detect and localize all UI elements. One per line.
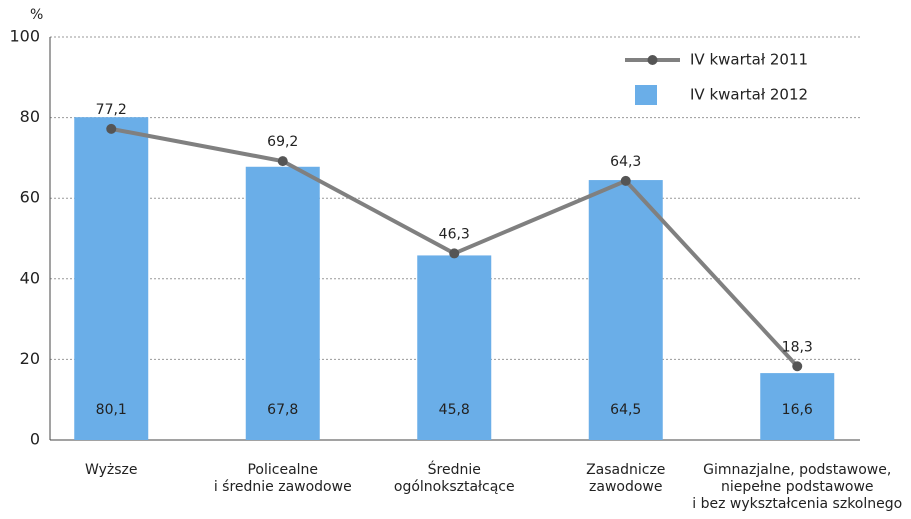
x-tick-label: Zasadnicze zawodowe xyxy=(586,462,665,495)
bar xyxy=(417,255,492,440)
line-value-label: 77,2 xyxy=(96,102,127,118)
bar-value-label: 80,1 xyxy=(96,402,127,418)
legend-label: IV kwartał 2012 xyxy=(690,86,808,104)
bar-value-label: 67,8 xyxy=(267,402,298,418)
legend-swatch xyxy=(635,85,657,105)
bar xyxy=(588,180,663,440)
x-tick-label: Gimnazjalne, podstawowe, niepełne podstaw… xyxy=(692,462,902,512)
x-tick-label: Wyższe xyxy=(85,462,138,478)
bar-value-label: 16,6 xyxy=(782,402,813,418)
y-tick-label: 100 xyxy=(9,27,40,46)
line-marker xyxy=(449,248,460,259)
y-axis-unit: % xyxy=(30,7,43,23)
line-marker xyxy=(620,175,631,186)
line-marker xyxy=(277,156,288,167)
x-tick-label: Policealne i średnie zawodowe xyxy=(214,462,352,495)
y-tick-label: 80 xyxy=(20,107,40,126)
y-tick-label: 40 xyxy=(20,268,40,287)
legend-label: IV kwartał 2011 xyxy=(690,51,808,69)
y-tick-label: 60 xyxy=(20,188,40,207)
line-value-label: 69,2 xyxy=(267,134,298,150)
y-tick-label: 20 xyxy=(20,349,40,368)
legend-marker xyxy=(647,55,658,65)
x-tick-label: Średnie ogólnokształcące xyxy=(394,460,515,495)
line-marker xyxy=(792,361,803,372)
bar-value-label: 64,5 xyxy=(610,402,641,418)
y-tick-label: 0 xyxy=(30,430,40,449)
line-value-label: 64,3 xyxy=(610,154,641,170)
bar xyxy=(74,117,149,441)
bar xyxy=(245,166,320,441)
bar-value-label: 45,8 xyxy=(439,402,470,418)
line-value-label: 18,3 xyxy=(782,339,813,355)
bar xyxy=(760,373,835,440)
line-marker xyxy=(106,123,117,134)
line-value-label: 46,3 xyxy=(439,226,470,242)
